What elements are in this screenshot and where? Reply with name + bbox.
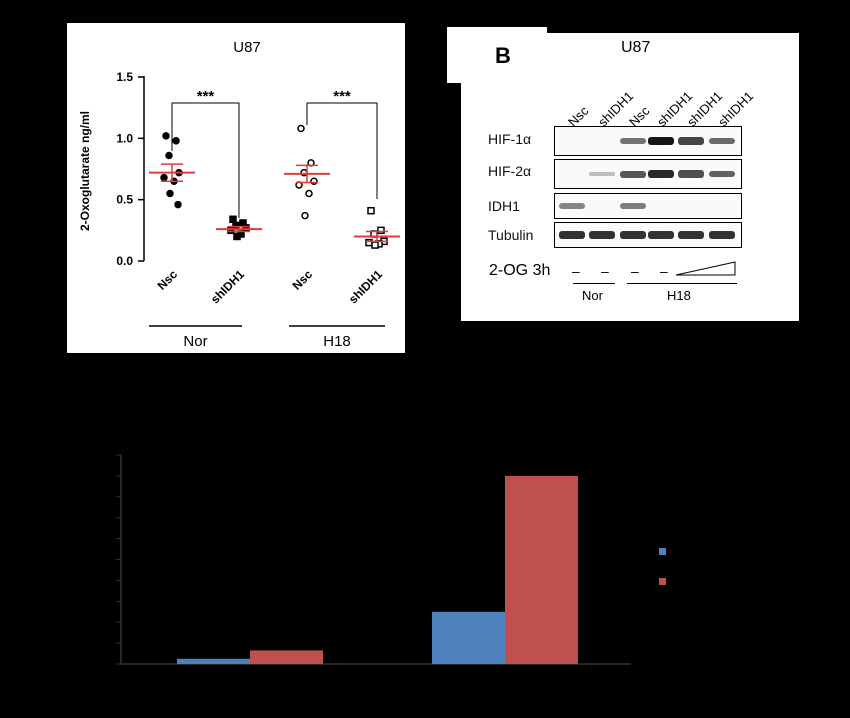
y-tick-label: 1.0 (116, 131, 133, 145)
treatment-mark-3: – (631, 263, 639, 279)
blot-band (559, 231, 585, 239)
data-point (305, 189, 313, 198)
scatter-chart: U87 2-Oxoglutarate ng/ml 1.51.00.50.0 Ns… (78, 39, 400, 350)
row-label-tubulin: Tubulin (488, 227, 534, 243)
blot-band (709, 231, 735, 239)
significance-bracket (306, 102, 378, 199)
blot-band (620, 170, 646, 178)
blot-band (559, 203, 585, 209)
row-label-hif2a: HIF-2α (488, 163, 532, 179)
blot-hif1a (554, 126, 742, 156)
panel-a-scatter: U87 2-Oxoglutarate ng/ml 1.5 1.0 0.5 0.0 Ns… (67, 23, 405, 353)
blot-band (589, 171, 615, 177)
group-label-nor: Nor (582, 288, 603, 303)
blot-band (620, 203, 646, 209)
panel-b-western-blot: B U87 Nsc shIDH1 Nsc shIDH1 shIDH1 shIDH1 HIF… (461, 33, 799, 321)
blot-hif2a (554, 159, 742, 189)
blot-band (620, 137, 646, 145)
panel-a-title: U87 (233, 39, 261, 56)
data-point (367, 206, 375, 215)
data-point (377, 226, 385, 235)
data-point (174, 200, 182, 209)
bar (177, 658, 250, 664)
bar (250, 650, 323, 664)
legend-swatch-red (659, 578, 666, 585)
bar (505, 475, 578, 664)
blot-band (648, 136, 674, 146)
blot-band (709, 137, 735, 145)
data-point (301, 211, 309, 220)
blot-band (648, 231, 674, 239)
data-point (166, 189, 174, 198)
data-point (162, 132, 170, 140)
blot-band (648, 169, 674, 179)
y-tick-label: 0.0 (116, 254, 133, 268)
treatment-mark-4: – (660, 263, 668, 279)
group-line-h18 (627, 283, 737, 284)
group-line-nor (573, 283, 615, 284)
y-tick-label: 0.5 (116, 193, 133, 207)
blot-band (589, 231, 615, 239)
blot-idh1 (554, 193, 742, 219)
treatment-label: 2-OG 3h (489, 262, 551, 279)
group-label-h18: H18 (667, 288, 691, 303)
group-label: H18 (323, 333, 351, 350)
blot-band (678, 137, 704, 145)
blot-band (678, 231, 704, 239)
y-axis-label: 2-Oxoglutarate ng/ml (78, 111, 92, 231)
significance-label: *** (197, 88, 215, 105)
blot-band (678, 170, 704, 178)
row-label-idh1: IDH1 (488, 198, 520, 214)
concentration-wedge (675, 261, 736, 276)
data-point (297, 124, 305, 133)
data-point (233, 232, 241, 241)
bar (432, 611, 505, 664)
significance-label: *** (333, 88, 351, 105)
group-label: Nor (183, 333, 207, 350)
blot-band (620, 231, 646, 239)
data-point (165, 151, 173, 160)
blot-tubulin (554, 222, 742, 248)
panel-b-title: U87 (621, 39, 651, 56)
y-tick-label: 1.5 (116, 70, 133, 84)
panel-b-letter: B (495, 43, 511, 68)
significance-bracket (171, 102, 240, 218)
legend-swatch-blue (659, 548, 666, 555)
treatment-mark-1: – (572, 263, 580, 279)
treatment-mark-2: – (601, 263, 609, 279)
data-point (172, 137, 180, 145)
row-label-hif1a: HIF-1α (488, 131, 532, 147)
blot-band (709, 170, 735, 178)
